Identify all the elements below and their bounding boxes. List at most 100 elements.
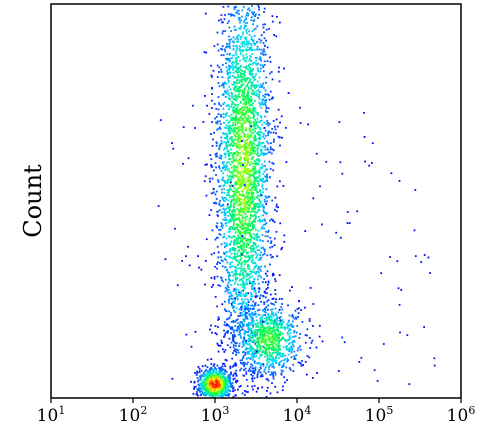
event-dot-pop1 <box>270 355 273 358</box>
event-dot-pop0 <box>247 162 249 164</box>
event-dot-pop1 <box>271 342 274 345</box>
event-dot-pop0 <box>227 79 230 82</box>
event-dot-pop0 <box>277 206 279 209</box>
event-dot-pop0 <box>239 203 241 206</box>
event-dot-pop0 <box>257 133 260 135</box>
event-dot-pop1 <box>243 369 245 371</box>
event-dot-pop0 <box>265 230 267 233</box>
event-dot-pop1 <box>234 342 237 345</box>
event-dot-pop0 <box>245 246 248 249</box>
event-dot-pop0 <box>250 270 252 273</box>
event-dot-pop0 <box>228 316 231 319</box>
event-dot-pop0 <box>245 185 247 187</box>
event-dot-pop0 <box>235 270 238 272</box>
event-dot-pop0 <box>260 256 263 259</box>
event-dot-pop2 <box>225 394 227 397</box>
event-dot-pop0 <box>258 6 260 9</box>
event-dot-pop0 <box>219 285 222 287</box>
event-dot-pop0 <box>253 238 255 240</box>
event-dot-pop0 <box>257 70 260 73</box>
event-dot-pop1 <box>243 336 245 338</box>
event-dot-pop0 <box>215 190 218 193</box>
event-dot-pop0 <box>220 155 223 157</box>
event-dot-pop0 <box>248 223 251 225</box>
event-dot-pop0 <box>241 202 244 205</box>
event-dot-pop0 <box>233 241 236 243</box>
event-dot-pop1 <box>289 329 292 331</box>
event-dot-pop0 <box>251 259 254 262</box>
event-dot-pop1 <box>281 332 284 335</box>
event-dot-pop0 <box>270 152 273 155</box>
event-dot-pop0 <box>228 325 231 328</box>
event-dot-pop1 <box>264 281 267 284</box>
event-dot-pop1 <box>237 325 240 328</box>
event-dot-pop0 <box>223 147 226 150</box>
event-dot-pop0 <box>259 41 262 44</box>
event-dot-pop0 <box>244 115 246 118</box>
event-dot-pop0 <box>248 169 251 172</box>
event-dot-pop1 <box>271 320 274 322</box>
event-dot-pop1 <box>276 354 279 356</box>
event-dot-pop2 <box>211 386 214 388</box>
event-dot-pop0 <box>244 37 246 39</box>
event-dot-pop0 <box>258 91 261 94</box>
event-dot-pop0 <box>262 66 265 69</box>
event-dot-pop0 <box>254 107 257 110</box>
event-dot-pop1 <box>310 341 313 344</box>
event-dot-pop0 <box>252 219 255 222</box>
event-dot-pop0 <box>249 198 251 201</box>
event-dot-pop0 <box>246 304 248 307</box>
event-dot-pop0 <box>229 291 232 294</box>
event-dot-pop0 <box>243 41 245 44</box>
event-dot-pop1 <box>245 311 247 314</box>
event-dot-pop1 <box>272 313 274 316</box>
event-dot-pop0 <box>253 11 255 14</box>
event-dot-pop1 <box>278 347 280 349</box>
event-dot-pop0 <box>260 142 263 144</box>
event-dot-popoutlier <box>276 185 279 188</box>
event-dot-popoutlier <box>371 142 374 145</box>
event-dot-pop0 <box>225 167 227 169</box>
event-dot-pop0 <box>242 183 245 185</box>
event-dot-pop0 <box>248 63 251 66</box>
event-dot-pop1 <box>281 326 284 329</box>
event-dot-pop0 <box>262 223 265 226</box>
event-dot-pop0 <box>237 122 240 125</box>
event-dot-pop0 <box>246 135 249 137</box>
event-dot-pop1 <box>270 358 273 361</box>
event-dot-pop0 <box>236 45 238 47</box>
event-dot-pop0 <box>239 36 242 39</box>
event-dot-pop0 <box>225 310 228 312</box>
event-dot-pop1 <box>263 310 266 313</box>
event-dot-pop0 <box>253 188 256 191</box>
event-dot-pop0 <box>253 219 256 222</box>
event-dot-pop1 <box>249 282 251 285</box>
event-dot-pop0 <box>255 112 258 115</box>
event-dot-pop0 <box>247 277 250 280</box>
event-dot-pop0 <box>225 251 228 254</box>
event-dot-pop0 <box>243 148 246 151</box>
event-dot-pop0 <box>236 56 239 59</box>
event-dot-pop0 <box>237 195 240 198</box>
event-dot-pop0 <box>247 147 250 149</box>
event-dot-pop1 <box>275 348 277 351</box>
event-dot-pop1 <box>289 346 292 349</box>
event-dot-pop0 <box>236 180 239 183</box>
event-dot-pop0 <box>232 209 234 212</box>
event-dot-pop0 <box>262 246 264 249</box>
event-dot-pop0 <box>215 198 218 200</box>
event-dot-pop0 <box>230 236 233 239</box>
event-dot-pop0 <box>223 336 225 338</box>
event-dot-pop0 <box>232 152 235 154</box>
event-dot-pop0 <box>216 342 219 345</box>
event-dot-pop1 <box>255 341 258 344</box>
event-dot-pop1 <box>300 364 303 367</box>
event-dot-pop0 <box>261 123 263 126</box>
event-dot-pop1 <box>269 392 272 395</box>
event-dot-pop2 <box>217 378 220 381</box>
event-dot-pop0 <box>243 227 246 230</box>
event-dot-pop0 <box>227 5 230 8</box>
event-dot-pop0 <box>258 134 260 137</box>
event-dot-pop0 <box>229 158 232 161</box>
event-dot-pop0 <box>242 313 245 316</box>
